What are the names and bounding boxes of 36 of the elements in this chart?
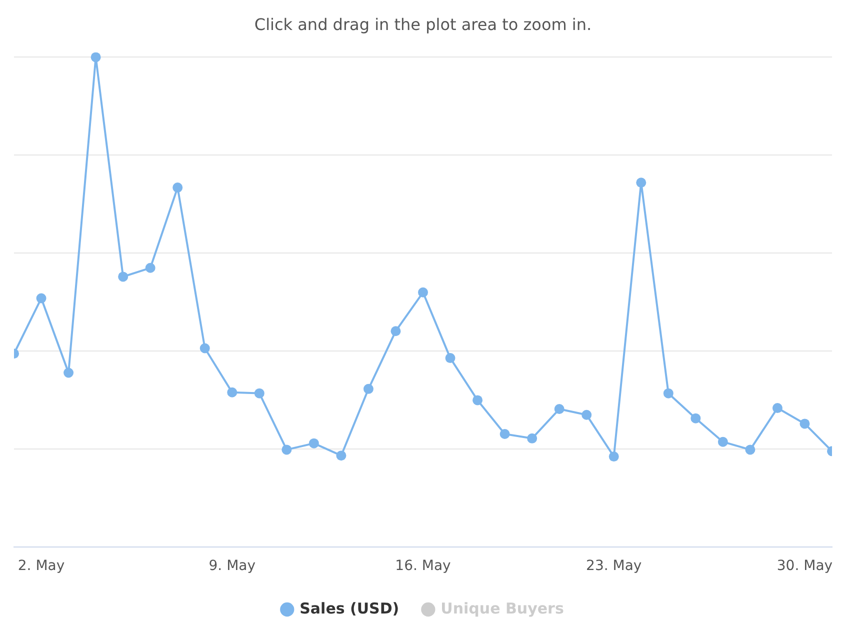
point [472, 395, 483, 406]
point [554, 404, 564, 414]
point [363, 384, 374, 394]
legend-label: Sales (USD) [300, 599, 400, 618]
x-tick-label: 16. May [395, 558, 451, 574]
chart-title: Click and drag in the plot area to zoom in. [254, 14, 592, 34]
point [582, 410, 592, 420]
point [64, 368, 74, 378]
point [308, 438, 319, 448]
x-tick-label: 2. May [18, 558, 65, 574]
point [172, 182, 183, 193]
point [36, 293, 46, 304]
point [718, 436, 728, 447]
point [118, 272, 128, 282]
point [663, 388, 674, 398]
point [636, 178, 646, 188]
point [145, 262, 156, 273]
point [418, 287, 428, 298]
point [90, 52, 101, 62]
point [227, 387, 238, 398]
point [200, 343, 210, 354]
point [608, 452, 619, 462]
point [254, 388, 264, 398]
point [527, 433, 538, 444]
point [772, 403, 782, 414]
point [282, 444, 292, 455]
point [500, 429, 510, 440]
point [336, 450, 346, 461]
point [690, 413, 701, 424]
x-tick-label: 23. May [586, 558, 642, 574]
x-tick-label: 9. May [208, 558, 256, 574]
point [445, 353, 456, 364]
point [800, 418, 810, 429]
point [390, 326, 401, 336]
x-tick-label: 30. May [776, 558, 833, 574]
point [745, 444, 756, 455]
